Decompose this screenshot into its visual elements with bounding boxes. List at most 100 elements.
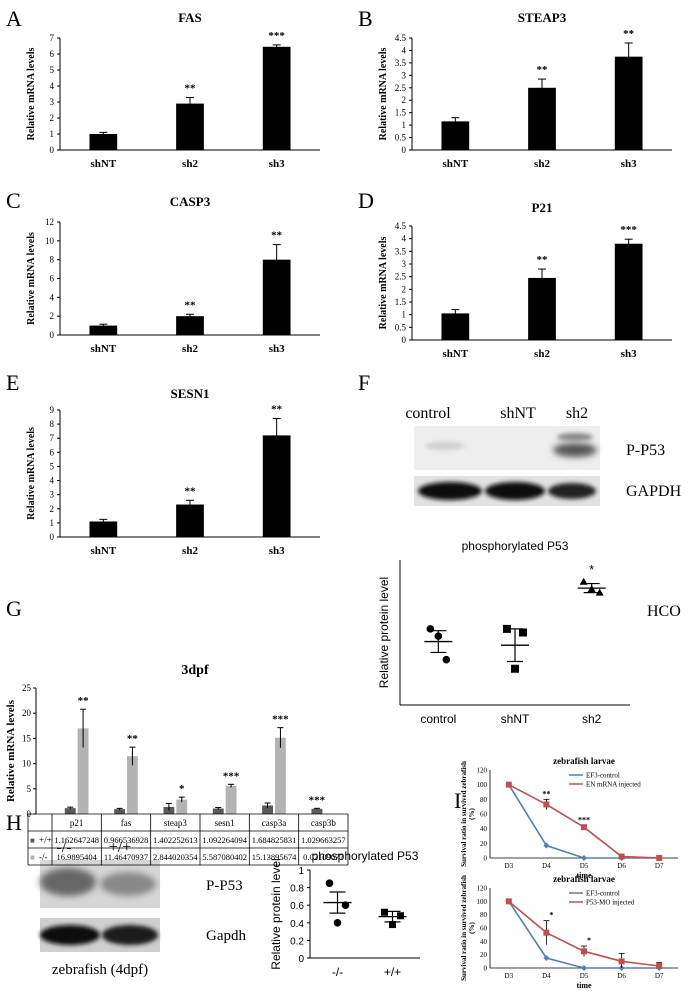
chart-g-xtick-label: steap3 <box>164 818 187 828</box>
chart-i1-ytick-label: 40 <box>480 825 488 833</box>
chart-i1-ytick-label: 0 <box>484 855 488 863</box>
chart-h-point <box>389 921 396 929</box>
chart-a-significance: ** <box>185 83 197 95</box>
chart-g-legend-label: -/- <box>39 852 48 862</box>
chart-g-legend-label: +/+ <box>39 835 52 845</box>
chart-h-ylabel: Relative protein level <box>269 858 283 969</box>
chart-i1-legend-label: EN mRNA injected <box>586 781 641 789</box>
chart-a-title: FAS <box>178 10 202 25</box>
chart-f-point <box>434 632 443 640</box>
chart-e-significance: ** <box>271 403 283 415</box>
chart-b-ytick-label: 0.5 <box>395 133 407 143</box>
chart-g-bar-wt <box>163 806 175 814</box>
chart-i1-ytick-label: 100 <box>477 781 488 789</box>
chart-b-xtick-label: shNT <box>442 158 468 170</box>
blot-f-lane-shnt: shNT <box>500 405 536 422</box>
chart-b-ytick-label: 0 <box>402 145 407 155</box>
chart-f-point <box>579 577 588 585</box>
chart-f-xtick-label: shNT <box>501 712 530 726</box>
chart-d-significance: *** <box>620 224 637 236</box>
chart-h-ytick-label: 0.6 <box>290 901 304 912</box>
chart-e-ytick-label: 0 <box>50 532 55 542</box>
chart-i2-ylabel-line: (%) <box>468 922 476 934</box>
panel-letter-g: G <box>6 596 22 621</box>
chart-g-ytick-label: 10 <box>22 759 32 769</box>
chart-g-significance: ** <box>78 695 90 707</box>
chart-i2-ytick-label: 60 <box>480 925 488 933</box>
chart-i1: zebrafish larvae Survival ratio in surviv… <box>460 756 678 880</box>
chart-g-bar-ko <box>77 728 89 814</box>
chart-g-table-cell: 16.9895404 <box>56 852 97 862</box>
chart-i2-point <box>656 963 663 969</box>
blot-f-row-p-p53: P-P53 <box>626 442 665 459</box>
chart-c-ytick-label: 12 <box>45 217 54 227</box>
chart-h-ytick-label: 0.8 <box>290 884 304 895</box>
chart-e-ytick-label: 1 <box>50 518 55 528</box>
chart-i1-ytick-label: 60 <box>480 811 488 819</box>
chart-i2-point <box>543 929 550 936</box>
chart-f-point <box>503 624 511 633</box>
chart-i2-ytick-label: 40 <box>480 938 488 946</box>
panel-letter-a: A <box>6 6 22 31</box>
chart-i1-point <box>581 855 587 861</box>
chart-f-point <box>442 655 451 664</box>
chart-f-point <box>426 625 435 633</box>
blot-f-lane-sh2: sh2 <box>566 405 588 422</box>
panel-letter-e: E <box>6 370 19 395</box>
chart-i1-legend-label: EF3-control <box>586 772 620 780</box>
chart-e: SESN1 Relative mRNA levels 0 1 2 3 4 5 6 7 8 9 shNT s… <box>26 386 320 557</box>
chart-f-title: phosphorylated P53 <box>462 539 569 553</box>
chart-g-bar-wt <box>114 809 125 814</box>
chart-f-point <box>595 588 604 596</box>
blot-f-side-label: HCO <box>647 603 681 620</box>
chart-a-ytick-label: 2 <box>50 113 55 123</box>
chart-g-ylabel: Relative mRNA levels <box>5 699 17 802</box>
chart-a-xtick-label: sh3 <box>269 158 285 170</box>
chart-i2: zebrafish larvae Survival ratio in surviv… <box>460 874 678 990</box>
chart-i1-point <box>581 824 587 831</box>
blot-h-row-gapdh: Gapdh <box>206 928 246 944</box>
chart-a-ytick-label: 0 <box>50 145 55 155</box>
chart-g-ytick-label: 20 <box>22 708 32 718</box>
chart-b-bar <box>614 56 643 150</box>
chart-i2-xtick-label: D4 <box>542 972 551 980</box>
chart-b-significance: ** <box>537 64 549 76</box>
chart-g-legend-swatch: ■ <box>30 836 35 845</box>
chart-h-ytick-label: 1 <box>298 866 304 877</box>
chart-c-ytick-label: 6 <box>50 274 55 284</box>
chart-i2-xtick-label: D5 <box>580 972 589 980</box>
blot-f-gapdh-band-control <box>418 482 482 500</box>
chart-i1-ylabel-line: (%) <box>468 808 476 820</box>
chart-c-ytick-label: 2 <box>50 311 55 321</box>
chart-c-ytick-label: 4 <box>50 292 55 302</box>
chart-e-ytick-label: 4 <box>50 476 55 486</box>
chart-d-ylabel: Relative mRNA levels <box>378 237 389 330</box>
chart-i1-xlabel: time <box>576 871 592 880</box>
panel-letter-f: F <box>358 370 370 395</box>
chart-i2-significance: * <box>587 936 591 945</box>
chart-i1-xtick-label: D6 <box>617 862 626 870</box>
chart-d-bar <box>614 243 643 340</box>
chart-a-ylabel: Relative mRNA levels <box>26 48 37 141</box>
chart-d-ytick-label: 3.5 <box>395 246 407 256</box>
chart-f: phosphorylated P53 Relative protein level… <box>377 539 630 726</box>
chart-i2-ytick-label: 120 <box>477 885 488 893</box>
chart-e-title: SESN1 <box>170 386 209 401</box>
chart-e-ylabel: Relative mRNA levels <box>26 427 37 520</box>
chart-g-significance: * <box>179 783 185 795</box>
chart-g-xtick-label: fas <box>121 818 132 828</box>
chart-d-ytick-label: 1 <box>402 310 407 320</box>
chart-e-xtick-label: shNT <box>90 545 116 557</box>
chart-g-bar-wt <box>262 805 273 814</box>
chart-e-ytick-label: 3 <box>50 490 55 500</box>
chart-h: phosphorylated P53 Relative protein level… <box>269 849 420 979</box>
chart-i1-ytick-label: 120 <box>477 767 488 775</box>
blot-f: control shNT sh2 P-P53 GAPDH HCO <box>405 405 681 620</box>
chart-d-ytick-label: 0.5 <box>395 322 407 332</box>
chart-i1-xtick-label: D3 <box>505 862 514 870</box>
chart-i2-legend-label: EF3-control <box>586 890 620 898</box>
blot-h-p53-band-ko <box>40 868 96 896</box>
chart-b-ytick-label: 2.5 <box>395 83 407 93</box>
chart-g-table-cell: 1.684825831 <box>252 835 297 845</box>
